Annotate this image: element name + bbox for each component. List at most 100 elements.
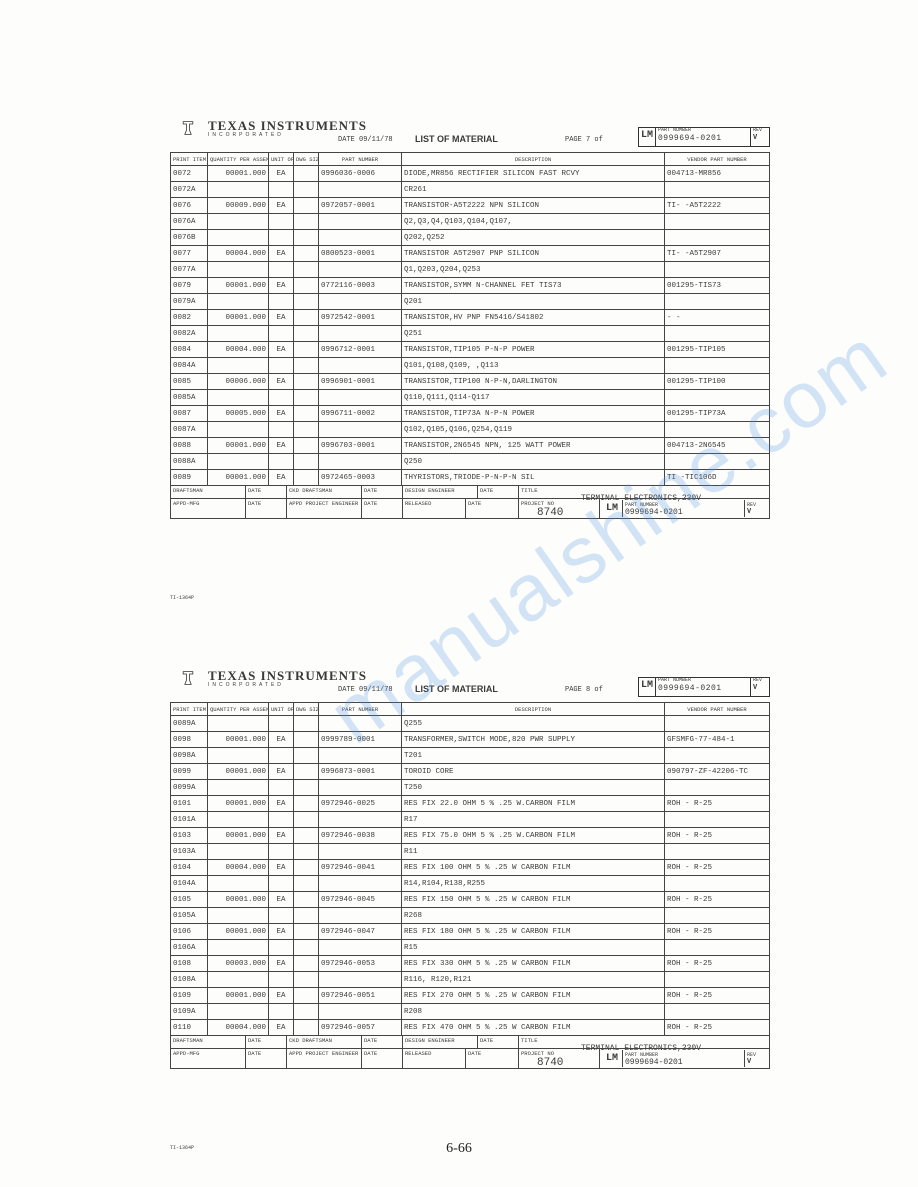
cell: 00001.000: [208, 764, 269, 780]
cell: EA: [269, 732, 294, 748]
cell: 00001.000: [208, 310, 269, 326]
table-row: 0076AQ2,Q3,Q4,Q103,Q104,Q107,: [171, 214, 770, 230]
cell: 0996901-0001: [319, 374, 402, 390]
cell: [294, 844, 319, 860]
col-header: QUANTITY PER ASSEMBLY: [208, 703, 269, 716]
cell: TRANSISTOR,SYMM N-CHANNEL FET TIS73: [402, 278, 665, 294]
cell: Q101,Q108,Q109, ,Q113: [402, 358, 665, 374]
cell: [269, 358, 294, 374]
table-row: 0105AR268: [171, 908, 770, 924]
cell: EA: [269, 892, 294, 908]
cell: [269, 812, 294, 828]
cell: [665, 422, 770, 438]
cell: [319, 294, 402, 310]
table-row: 0108AR116, R120,R121: [171, 972, 770, 988]
cell: [319, 812, 402, 828]
cell: [665, 940, 770, 956]
table-row: 0106AR15: [171, 940, 770, 956]
cell: Q110,Q111,Q114-Q117: [402, 390, 665, 406]
cell: [208, 214, 269, 230]
cell: [665, 908, 770, 924]
cell: 0101: [171, 796, 208, 812]
cell: 0972542-0001: [319, 310, 402, 326]
ckd-label: CKD DRAFTSMAN: [287, 486, 362, 498]
table-row: 010900001.000EA0972946-0051RES FIX 270 O…: [171, 988, 770, 1004]
ti-logo-icon: [180, 670, 196, 686]
cell: [269, 454, 294, 470]
table-row: 0089AQ255: [171, 716, 770, 732]
cell: ROH - R-25: [665, 796, 770, 812]
cell: [208, 716, 269, 732]
form-id: TI-1364P: [170, 595, 194, 601]
cell: 0972465-0003: [319, 470, 402, 486]
cell: EA: [269, 374, 294, 390]
cell: TRANSISTOR,TIP73A N-P-N POWER: [402, 406, 665, 422]
cell: 0089: [171, 470, 208, 486]
cell: [294, 294, 319, 310]
cell: [208, 972, 269, 988]
cell: 0109: [171, 988, 208, 1004]
cell: [294, 972, 319, 988]
cell: [294, 310, 319, 326]
cell: 001295-TIP73A: [665, 406, 770, 422]
cell: [665, 454, 770, 470]
cell: 0108A: [171, 972, 208, 988]
cell: R15: [402, 940, 665, 956]
cell: [294, 828, 319, 844]
cell: [269, 230, 294, 246]
cell: [294, 342, 319, 358]
cell: 0101A: [171, 812, 208, 828]
cell: RES FIX 180 OHM 5 % .25 W CARBON FILM: [402, 924, 665, 940]
table-row: 0076BQ202,Q252: [171, 230, 770, 246]
cell: [294, 892, 319, 908]
doc-title: LIST OF MATERIAL: [415, 684, 498, 694]
header: Texas Instruments INCORPORATED DATE 09/1…: [170, 120, 770, 152]
ti-logo-icon: [180, 120, 196, 136]
cell: 0103: [171, 828, 208, 844]
cell: 0972946-0038: [319, 828, 402, 844]
col-header: PART NUMBER: [319, 703, 402, 716]
appd-mfg-label: APPD-MFG: [171, 498, 246, 518]
cell: 00001.000: [208, 278, 269, 294]
cell: RES FIX 330 OHM 5 % .25 W CARBON FILM: [402, 956, 665, 972]
table-row: 007600009.000EA0972057-0001TRANSISTOR-A5…: [171, 198, 770, 214]
cell: [269, 262, 294, 278]
design-label: DESIGN ENGINEER: [403, 486, 478, 498]
cell: RES FIX 270 OHM 5 % .25 W CARBON FILM: [402, 988, 665, 1004]
cell: ROH - R-25: [665, 1020, 770, 1036]
cell: [294, 470, 319, 486]
cell: T201: [402, 748, 665, 764]
cell: 0076A: [171, 214, 208, 230]
cell: 00001.000: [208, 892, 269, 908]
cell: [665, 214, 770, 230]
col-header: DESCRIPTION: [402, 703, 665, 716]
table-row: 010100001.000EA0972946-0025RES FIX 22.0 …: [171, 796, 770, 812]
cell: [208, 780, 269, 796]
cell: [208, 940, 269, 956]
cell: 00004.000: [208, 342, 269, 358]
cell: 0076: [171, 198, 208, 214]
table-row: 0099AT250: [171, 780, 770, 796]
cell: TRANSFORMER,SWITCH MODE,820 PWR SUPPLY: [402, 732, 665, 748]
cell: [294, 326, 319, 342]
col-header: UNIT OF ISSUE: [269, 703, 294, 716]
page-label: PAGE 8 of: [565, 686, 603, 694]
footer-block: DRAFTSMANDATE CKD DRAFTSMANDATE DESIGN E…: [170, 1036, 770, 1069]
col-header: VENDOR PART NUMBER: [665, 153, 770, 166]
cell: ROH - R-25: [665, 956, 770, 972]
cell: EA: [269, 166, 294, 182]
cell: [269, 972, 294, 988]
pn-label: PART NUMBER: [658, 127, 691, 133]
cell: 0085: [171, 374, 208, 390]
cell: 00004.000: [208, 860, 269, 876]
cell: [294, 780, 319, 796]
cell: [665, 358, 770, 374]
table-row: 0077AQ1,Q203,Q204,Q253: [171, 262, 770, 278]
cell: 0072: [171, 166, 208, 182]
cell: DIODE,MR856 RECTIFIER SILICON FAST RCVY: [402, 166, 665, 182]
cell: EA: [269, 764, 294, 780]
cell: [294, 940, 319, 956]
cell: 0104: [171, 860, 208, 876]
table-row: 0101AR17: [171, 812, 770, 828]
cell: [665, 780, 770, 796]
